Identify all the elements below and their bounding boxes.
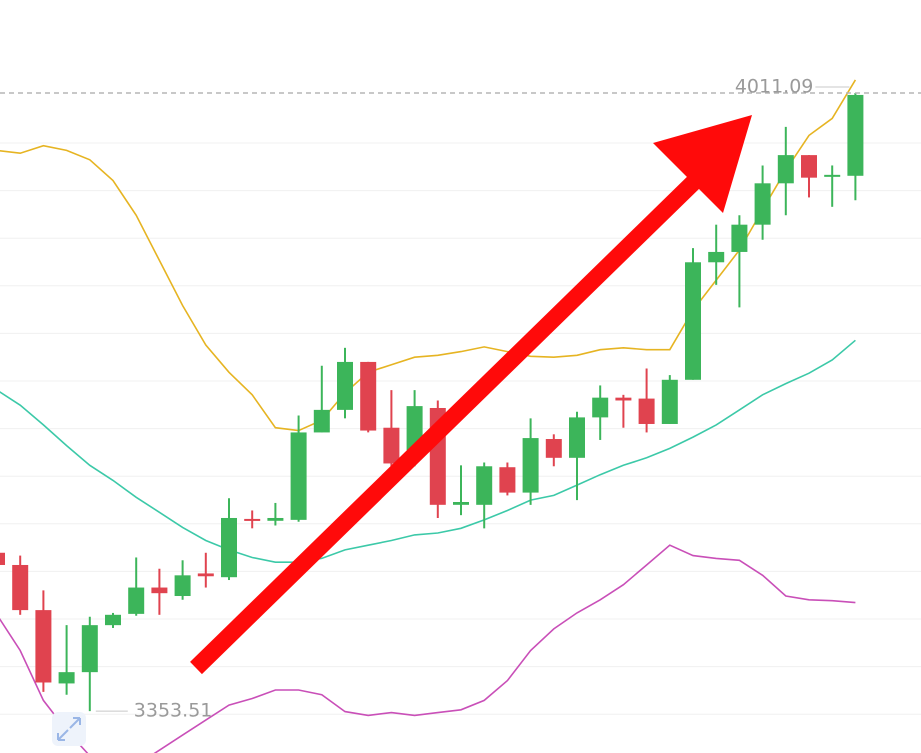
candle-body — [174, 575, 191, 597]
indicator-lines — [0, 79, 857, 753]
candle-body — [360, 361, 377, 431]
candle-body — [151, 587, 168, 594]
candle-body — [801, 155, 817, 178]
candle-body — [824, 174, 841, 177]
candle-body — [105, 614, 121, 626]
candle-body — [592, 397, 609, 418]
candle-body — [81, 625, 98, 673]
candle-body — [267, 517, 284, 521]
candle-body — [777, 155, 794, 184]
candle-body — [685, 262, 701, 380]
candle-body — [708, 251, 725, 263]
expand-icon[interactable] — [52, 712, 86, 746]
high-label: 4011.09 — [735, 75, 814, 97]
candle-body — [244, 518, 261, 521]
candle-body — [638, 398, 655, 424]
indicator-line — [0, 339, 856, 563]
candle-body — [0, 552, 5, 565]
candle-body — [847, 94, 864, 176]
candle-body — [615, 397, 632, 401]
indicator-line — [0, 544, 856, 753]
candle-body — [754, 183, 771, 225]
candle-body — [383, 427, 400, 464]
price-labels: 4011.09 3353.51 — [0, 75, 921, 722]
candles — [0, 92, 864, 712]
arrow-shaft — [190, 171, 704, 675]
low-label: 3353.51 — [134, 700, 213, 722]
trend-arrow — [190, 115, 752, 675]
candle-body — [476, 466, 493, 505]
candle-body — [731, 224, 748, 252]
candle-body — [290, 432, 307, 520]
candle-body — [58, 672, 75, 684]
candle-body — [499, 467, 516, 493]
candle-body — [545, 439, 562, 458]
candle-body — [12, 564, 29, 611]
indicator-line — [0, 79, 857, 432]
grid — [0, 142, 921, 715]
candle-body — [453, 502, 469, 505]
candle-body — [128, 587, 145, 614]
candle-body — [35, 610, 52, 683]
candle-body — [313, 409, 330, 433]
candle-body — [221, 517, 237, 578]
candle-body — [337, 361, 353, 410]
candle-body — [569, 417, 585, 458]
arrow-head — [653, 115, 752, 213]
candle-body — [197, 573, 214, 577]
candle-body — [661, 379, 678, 424]
candle-body — [522, 438, 539, 493]
